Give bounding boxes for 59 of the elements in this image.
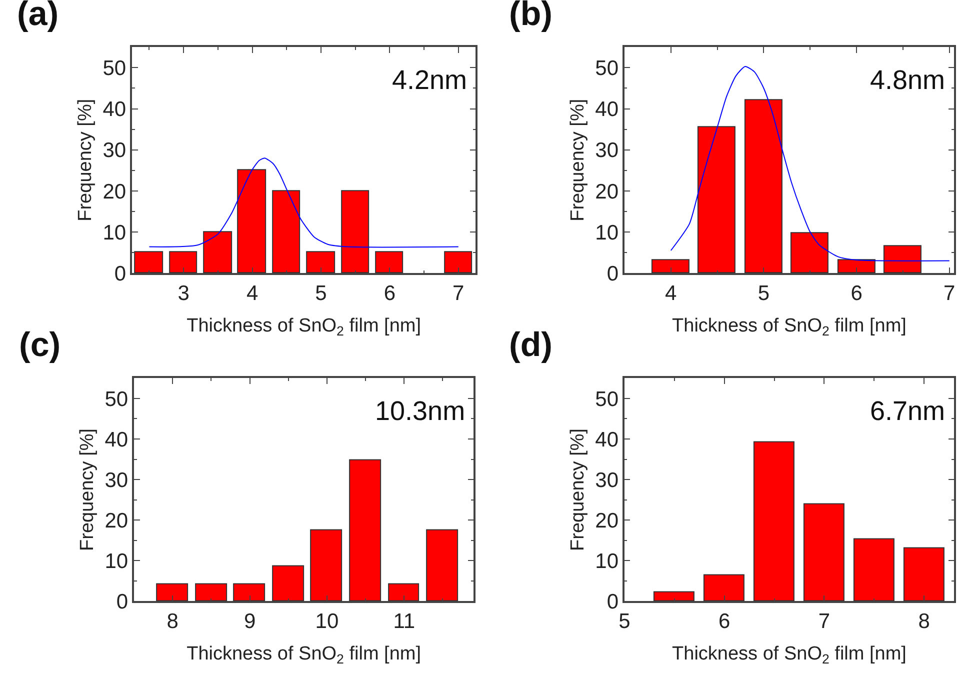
y-tick-label: 40 xyxy=(104,428,128,452)
y-axis-title: Frequency [%] xyxy=(567,428,588,551)
y-tick-label: 50 xyxy=(595,388,619,411)
x-tick-label: 11 xyxy=(393,610,416,634)
y-tick-label: 50 xyxy=(595,57,619,80)
x-tick-label: 3 xyxy=(178,282,190,306)
x-tick-label: 6 xyxy=(850,282,862,306)
y-tick-label: 10 xyxy=(102,221,126,244)
x-tick-label: 5 xyxy=(758,282,770,306)
y-axis-title: Frequency [%] xyxy=(75,98,96,222)
y-tick-label: 30 xyxy=(595,468,619,492)
y-tick-label: 20 xyxy=(102,180,126,204)
x-tick-label: 4 xyxy=(665,282,678,306)
x-tick-label: 8 xyxy=(918,610,930,634)
y-tick-label: 20 xyxy=(104,509,128,532)
y-tick-label: 10 xyxy=(104,550,128,574)
y-tick-label: 20 xyxy=(595,509,619,532)
y-tick-label: 10 xyxy=(595,221,619,244)
chart-title: (c) xyxy=(19,326,61,364)
y-tick-label: 40 xyxy=(102,98,126,122)
y-tick-label: 0 xyxy=(114,262,126,286)
y-tick-label: 0 xyxy=(606,590,619,614)
y-tick-label: 50 xyxy=(102,57,126,80)
x-axis-title: Thickness of SnO$_{2}$ film [nm] xyxy=(672,315,906,338)
x-axis-title: Thickness of SnO$_{2}$ film [nm] xyxy=(186,315,422,338)
y-tick-label: 30 xyxy=(104,468,128,492)
line-series xyxy=(670,66,950,262)
annotation: 4.2nm xyxy=(392,65,468,95)
y-tick-label: 40 xyxy=(595,98,619,122)
x-axis-title: Thickness of SnO$_{2}$ film [nm] xyxy=(672,643,906,666)
chart-title: (a) xyxy=(17,0,59,33)
x-axis-title: Thickness of SnO$_{2}$ film [nm] xyxy=(186,643,422,666)
y-axis-title: Frequency [%] xyxy=(567,98,588,222)
y-tick-label: 10 xyxy=(595,550,619,574)
x-tick-label: 10 xyxy=(315,610,339,634)
y-tick-label: 30 xyxy=(102,139,126,162)
chart-title: (b) xyxy=(509,0,552,33)
x-tick-label: 8 xyxy=(166,610,178,634)
y-tick-label: 0 xyxy=(116,590,128,614)
chart-title: (d) xyxy=(509,326,552,364)
annotation: 10.3nm xyxy=(375,396,466,426)
y-tick-label: 30 xyxy=(595,139,619,162)
annotation: 6.7nm xyxy=(870,396,946,426)
x-tick-label: 5 xyxy=(618,610,630,634)
line-series xyxy=(148,158,459,248)
x-tick-label: 7 xyxy=(944,282,956,306)
y-axis-title: Frequency [%] xyxy=(77,428,98,551)
x-tick-label: 6 xyxy=(718,610,730,634)
x-tick-label: 7 xyxy=(452,282,464,306)
y-tick-label: 50 xyxy=(104,388,128,411)
x-tick-label: 9 xyxy=(244,610,256,634)
annotation: 4.8nm xyxy=(870,65,946,95)
y-tick-label: 40 xyxy=(595,428,619,452)
x-tick-label: 4 xyxy=(246,282,258,306)
y-tick-label: 20 xyxy=(595,180,619,204)
x-tick-label: 6 xyxy=(384,282,396,306)
x-tick-label: 7 xyxy=(818,610,830,634)
x-tick-label: 5 xyxy=(315,282,327,306)
y-tick-label: 0 xyxy=(606,262,619,286)
